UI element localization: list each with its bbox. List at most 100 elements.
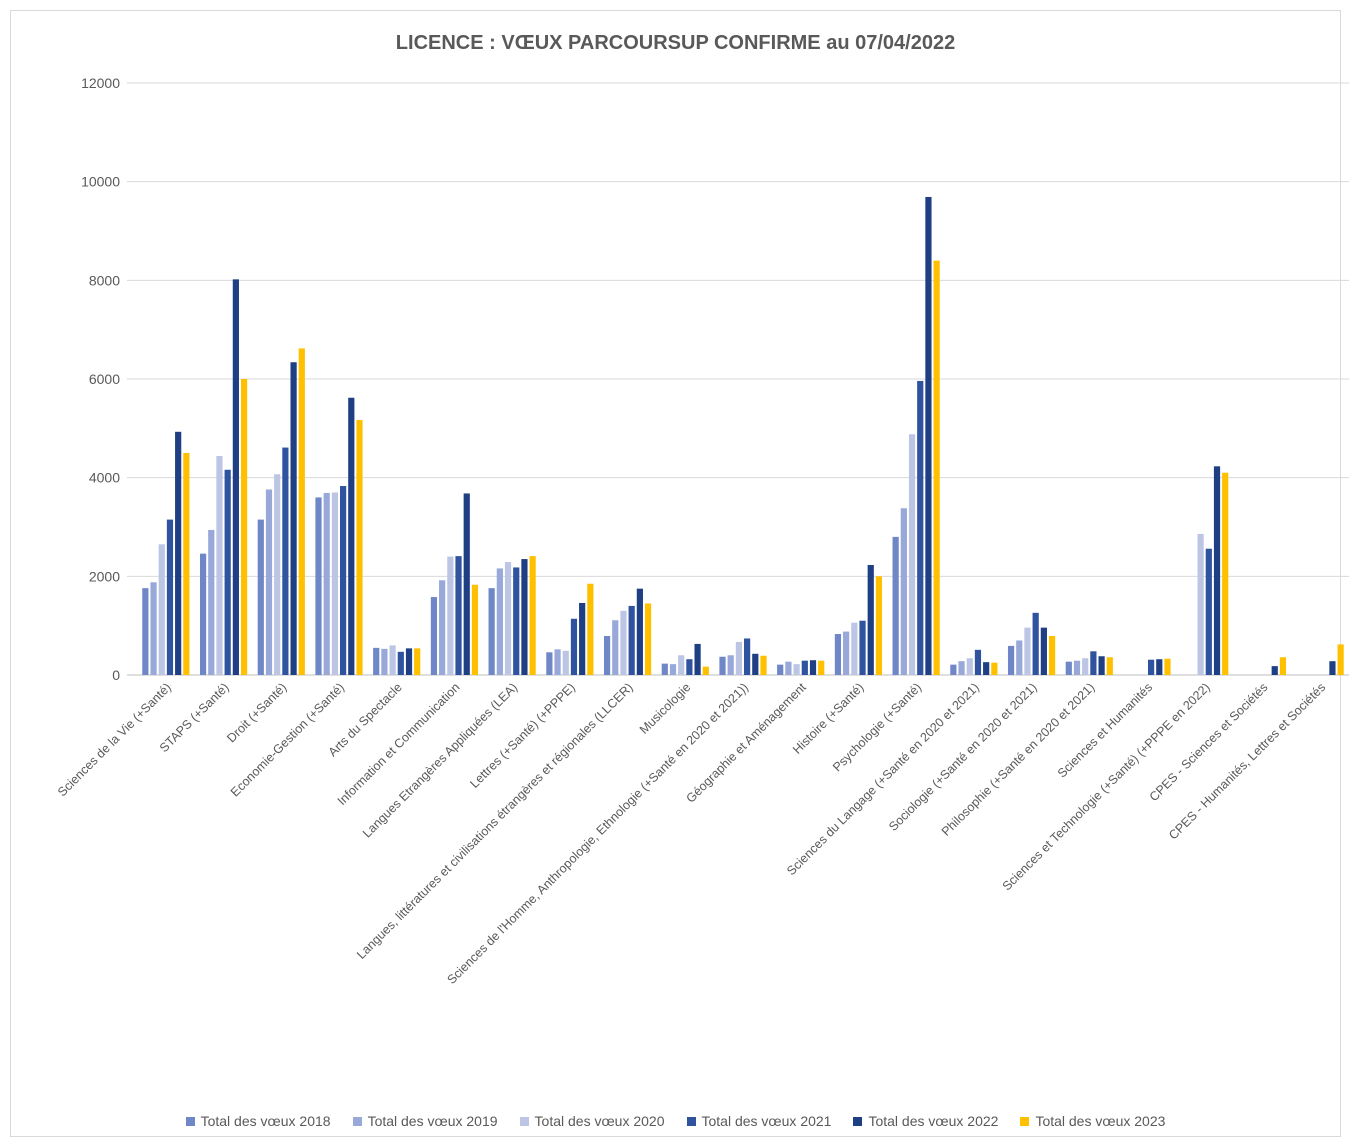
bar bbox=[1197, 533, 1204, 675]
bar bbox=[381, 648, 388, 675]
y-tick-label: 0 bbox=[112, 667, 120, 683]
bar bbox=[1222, 472, 1229, 675]
bar bbox=[232, 279, 239, 675]
bar bbox=[925, 196, 932, 675]
y-axis-ticks: 0 2000 4000 6000 8000 10000 12000 bbox=[81, 75, 120, 683]
bar bbox=[1065, 661, 1072, 675]
bar bbox=[430, 597, 438, 675]
bar bbox=[208, 529, 215, 675]
x-tick-label: Sciences et Technologie (+Santé) (+PPPE … bbox=[1000, 680, 1213, 893]
legend-swatch bbox=[352, 1116, 362, 1126]
bar bbox=[150, 582, 157, 675]
x-tick-label: Economie-Gestion (+Santé) bbox=[228, 680, 347, 799]
bar bbox=[661, 663, 668, 675]
bar bbox=[620, 610, 627, 675]
bar bbox=[1007, 645, 1015, 675]
bar bbox=[554, 649, 561, 675]
bar bbox=[1040, 627, 1047, 675]
bar bbox=[1271, 666, 1278, 675]
x-tick-label: Droit (+Santé) bbox=[224, 680, 289, 745]
legend-swatch bbox=[519, 1116, 529, 1126]
bar bbox=[356, 419, 363, 675]
bar bbox=[834, 634, 842, 675]
x-tick-label: CPES - Sciences et Sociétés bbox=[1147, 680, 1271, 804]
legend-item: Total des vœux 2021 bbox=[686, 1113, 832, 1129]
bar bbox=[1016, 640, 1023, 675]
bar bbox=[175, 431, 182, 675]
bar bbox=[158, 544, 165, 675]
bar bbox=[521, 559, 528, 675]
bar bbox=[1048, 636, 1056, 675]
chart-frame bbox=[10, 10, 1341, 1137]
legend-label: Total des vœux 2022 bbox=[868, 1113, 999, 1129]
bar bbox=[224, 469, 231, 675]
bar bbox=[1164, 658, 1171, 675]
bar bbox=[463, 493, 470, 675]
y-tick-label: 8000 bbox=[89, 272, 120, 288]
bar bbox=[166, 519, 174, 675]
legend-item: Total des vœux 2020 bbox=[519, 1113, 665, 1129]
bar bbox=[1329, 661, 1336, 675]
bar bbox=[801, 660, 808, 675]
bar bbox=[265, 489, 273, 675]
bar bbox=[529, 556, 536, 675]
bar bbox=[760, 655, 767, 675]
x-tick-label: Musicologie bbox=[637, 680, 694, 737]
bar bbox=[340, 486, 347, 675]
x-tick-label: Géographie et Aménagement bbox=[683, 680, 809, 806]
bar bbox=[818, 660, 825, 675]
bar bbox=[546, 652, 553, 675]
bar bbox=[1337, 644, 1344, 675]
bar bbox=[1205, 548, 1212, 675]
legend-item: Total des vœux 2019 bbox=[352, 1113, 498, 1129]
bar bbox=[142, 588, 149, 675]
bar bbox=[570, 618, 578, 675]
bars bbox=[142, 196, 1344, 675]
x-tick-label: Sciences du Langage (+Santé en 2020 et 2… bbox=[784, 680, 982, 878]
bar bbox=[958, 661, 965, 675]
bar bbox=[843, 631, 850, 675]
bar bbox=[1082, 658, 1089, 675]
bar bbox=[1073, 660, 1081, 675]
bar bbox=[875, 576, 883, 675]
bar bbox=[331, 492, 338, 675]
bar bbox=[579, 602, 586, 675]
legend-label: Total des vœux 2023 bbox=[1035, 1113, 1166, 1129]
bar bbox=[678, 655, 685, 675]
y-tick-label: 2000 bbox=[89, 568, 120, 584]
x-tick-label: Sciences de la Vie (+Santé) bbox=[55, 680, 174, 799]
bar bbox=[439, 580, 446, 675]
legend-swatch bbox=[686, 1116, 696, 1126]
bar bbox=[405, 648, 413, 675]
bar bbox=[933, 260, 940, 675]
bar bbox=[1213, 466, 1221, 675]
bar bbox=[966, 658, 973, 675]
bar bbox=[274, 474, 281, 675]
bar bbox=[315, 497, 322, 675]
bar bbox=[389, 645, 396, 675]
bar bbox=[183, 453, 190, 675]
legend-label: Total des vœux 2021 bbox=[701, 1113, 832, 1129]
legend-item: Total des vœux 2023 bbox=[1020, 1113, 1165, 1129]
bar bbox=[471, 584, 479, 675]
legend-label: Total des vœux 2020 bbox=[534, 1113, 665, 1129]
y-tick-label: 4000 bbox=[89, 470, 120, 486]
bar bbox=[216, 455, 223, 675]
bar bbox=[257, 519, 264, 675]
bar bbox=[793, 664, 800, 675]
bar bbox=[612, 620, 619, 675]
bar bbox=[785, 661, 792, 675]
category-labels: Sciences de la Vie (+Santé)STAPS (+Santé… bbox=[55, 680, 1328, 987]
bar bbox=[447, 556, 454, 675]
bar bbox=[414, 648, 421, 675]
bar bbox=[628, 605, 635, 675]
bar bbox=[809, 660, 817, 675]
bar bbox=[744, 638, 751, 675]
bar bbox=[496, 568, 503, 675]
bar bbox=[513, 567, 520, 675]
bar bbox=[735, 641, 742, 675]
legend-label: Total des vœux 2019 bbox=[367, 1113, 498, 1129]
bar bbox=[867, 564, 874, 675]
chart-title: LICENCE : VŒUX PARCOURSUP CONFIRME au 07… bbox=[395, 32, 956, 54]
